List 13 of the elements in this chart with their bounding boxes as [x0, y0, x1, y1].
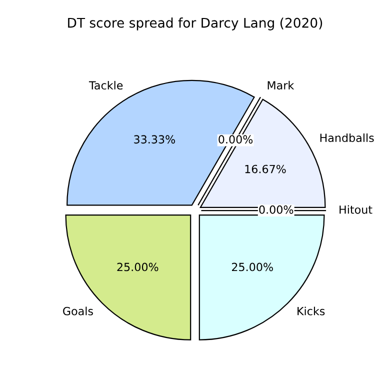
- data-label: 33.33%: [134, 135, 176, 144]
- category-label: Hitout: [340, 205, 372, 214]
- slice-label: Goals: [63, 306, 93, 316]
- text: 0.00%: [259, 205, 294, 214]
- slice-label: Handballs: [320, 133, 374, 142]
- data-label: 16.67%: [245, 164, 286, 174]
- category-label: Mark: [268, 80, 294, 90]
- data-label: 25.00%: [117, 262, 158, 272]
- slice-label: Kicks: [298, 306, 325, 316]
- text: 0.00%: [218, 135, 253, 144]
- data-label: 25.00%: [232, 262, 273, 272]
- chart-title: DT score spread for Darcy Lang (2020): [68, 18, 322, 30]
- slice-label: Tackle: [88, 80, 123, 90]
